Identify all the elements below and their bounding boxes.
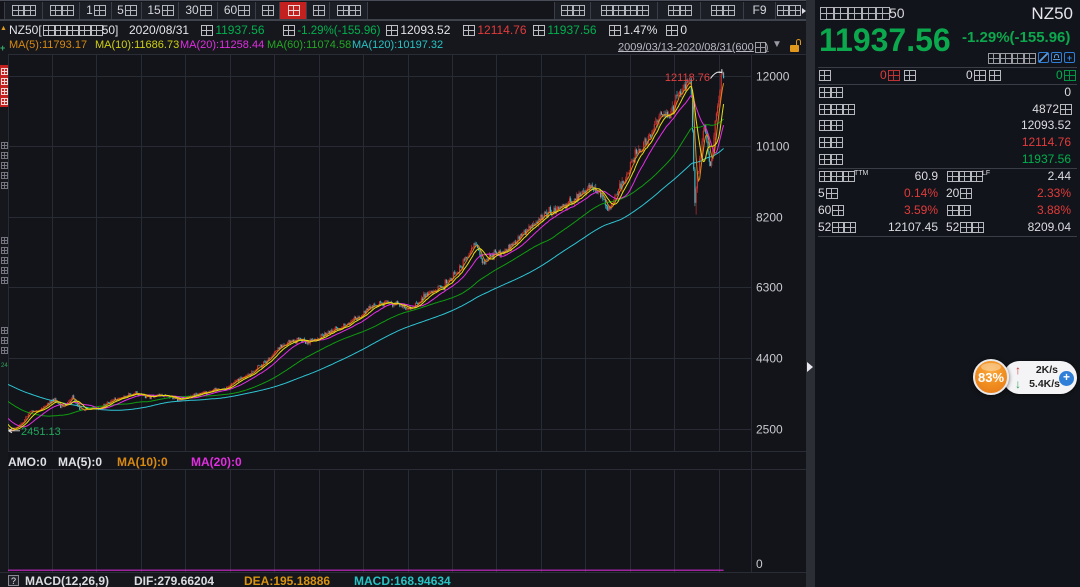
svg-text:2451.13: 2451.13 — [21, 426, 61, 438]
svg-text:10100: 10100 — [756, 140, 790, 154]
svg-text:12118.76: 12118.76 — [665, 72, 710, 84]
svg-text:0: 0 — [756, 557, 763, 571]
svg-text:12000: 12000 — [756, 70, 790, 84]
svg-text:8200: 8200 — [756, 211, 783, 225]
svg-text:4400: 4400 — [756, 352, 783, 366]
svg-text:6300: 6300 — [756, 281, 783, 295]
svg-text:2500: 2500 — [756, 423, 783, 437]
